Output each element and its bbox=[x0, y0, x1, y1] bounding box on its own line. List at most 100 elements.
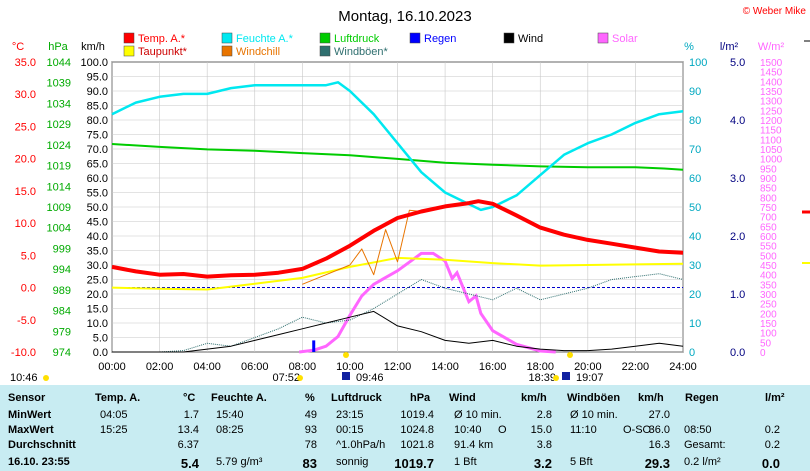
x-axis-tick: 02:00 bbox=[146, 361, 174, 373]
table-cell-rain-t: Gesamt: bbox=[684, 439, 726, 451]
table-header-gust: Windböen bbox=[567, 392, 621, 404]
table-cell-rain-v: 0.0 bbox=[761, 456, 780, 471]
weather-chart: Montag, 16.10.2023 © Weber Mike 35.0 30.0… bbox=[10, 6, 810, 384]
table-cell-temp-t: 15:25 bbox=[100, 424, 128, 436]
solar-axis-tick: 100 bbox=[760, 329, 777, 340]
table-cell-label: Durchschnitt bbox=[8, 439, 76, 451]
solar-axis-tick: 1250 bbox=[760, 106, 783, 117]
temp-axis-tick: 15.0 bbox=[15, 186, 36, 198]
pressure-axis-tick: 999 bbox=[53, 243, 71, 255]
table-cell-wind-t: 10:40 bbox=[454, 424, 482, 436]
table-cell-label: MinWert bbox=[8, 409, 52, 421]
table-header-rain-unit: l/m² bbox=[765, 392, 785, 404]
wind-axis-tick: 55.0 bbox=[87, 188, 108, 200]
pressure-axis-tick: 1034 bbox=[47, 98, 71, 110]
table-cell-temp-v: 1.7 bbox=[183, 409, 199, 421]
solar-axis-tick: 1300 bbox=[760, 97, 783, 108]
legend-label: Solar bbox=[612, 33, 638, 45]
legend-swatch bbox=[319, 32, 331, 44]
solar-axis-tick: 850 bbox=[760, 184, 777, 195]
table-cell-gust-v: 29.3 bbox=[644, 456, 670, 471]
wind-axis-tick: 25.0 bbox=[87, 275, 108, 287]
humidity-axis-tick: 20 bbox=[689, 289, 701, 301]
table-cell-wind-t: Ø 10 min. bbox=[454, 409, 502, 421]
solar-axis-tick: 500 bbox=[760, 251, 777, 262]
table-cell-gust-t: Ø 10 min. bbox=[570, 409, 618, 421]
solar-axis-tick: 1400 bbox=[760, 77, 783, 88]
legend-swatch bbox=[123, 32, 135, 44]
humidity-axis-tick: 50 bbox=[689, 202, 701, 214]
table-cell-pres-t: ^1.0hPa/h bbox=[336, 439, 386, 451]
noon-marker-icon bbox=[343, 352, 349, 358]
legend-label: Regen bbox=[424, 33, 456, 45]
wind-axis-tick: 40.0 bbox=[87, 231, 108, 243]
x-axis-tick: 20:00 bbox=[574, 361, 602, 373]
solar-axis-tick: 300 bbox=[760, 290, 777, 301]
chart-grid bbox=[111, 61, 684, 353]
pressure-axis-tick: 1029 bbox=[47, 119, 71, 131]
series-line-wind bbox=[112, 310, 684, 353]
x-axis-tick: 24:00 bbox=[669, 361, 697, 373]
pressure-axis-tick: 1019 bbox=[47, 161, 71, 173]
solar-axis-tick: 1200 bbox=[760, 116, 783, 127]
temp-axis-label: °C bbox=[12, 41, 24, 53]
pressure-axis-tick: 994 bbox=[53, 264, 71, 276]
wind-axis-label: km/h bbox=[81, 41, 105, 53]
table-cell-rain-t: 08:50 bbox=[684, 424, 712, 436]
solar-axis-tick: 800 bbox=[760, 193, 777, 204]
pressure-axis-tick: 1039 bbox=[47, 78, 71, 90]
marker-time-label: 19:07 bbox=[576, 372, 604, 384]
legend-swatch bbox=[597, 32, 609, 44]
table-cell-rain-v: 0.2 bbox=[764, 439, 780, 451]
solar-axis-tick: 600 bbox=[760, 232, 777, 243]
table-cell-wind-v: 3.2 bbox=[533, 456, 552, 471]
table-cell-gust-v: 36.0 bbox=[648, 424, 670, 436]
pressure-axis-tick: 979 bbox=[53, 326, 71, 338]
table-header-temp: Temp. A. bbox=[95, 392, 141, 404]
table-cell-gust-v: 16.3 bbox=[648, 439, 670, 451]
pressure-axis-tick: 1044 bbox=[47, 57, 71, 69]
solar-axis-tick: 1100 bbox=[760, 135, 782, 146]
humidity-axis-tick: 40 bbox=[689, 231, 701, 243]
temp-axis-tick: 0.0 bbox=[21, 283, 36, 295]
table-header-pressure-unit: hPa bbox=[410, 392, 431, 404]
x-axis-tick: 04:00 bbox=[193, 361, 221, 373]
solar-axis-tick: 900 bbox=[760, 174, 777, 185]
table-cell-pres-v: 1021.8 bbox=[400, 439, 434, 451]
table-cell-hum-v: 78 bbox=[304, 439, 317, 451]
series-line-solar bbox=[299, 251, 556, 354]
chart-title: Montag, 16.10.2023 bbox=[338, 8, 471, 25]
table-cell-gust-m: O-SO bbox=[623, 424, 652, 436]
humidity-axis-tick: 100 bbox=[689, 57, 707, 69]
temp-axis-tick: 10.0 bbox=[15, 218, 36, 230]
legend-swatch bbox=[123, 45, 135, 57]
solar-axis-tick: 1000 bbox=[760, 155, 783, 166]
table-header-humidity: Feuchte A. bbox=[211, 392, 267, 404]
legend-label: Feuchte A.* bbox=[236, 33, 294, 45]
legend-swatch bbox=[319, 45, 331, 57]
solar-axis-tick: 750 bbox=[760, 203, 777, 214]
legend-swatch bbox=[503, 32, 515, 44]
solar-axis-tick: 1450 bbox=[760, 68, 783, 79]
legend-label: Windchill bbox=[236, 46, 280, 58]
solar-axis-tick: 450 bbox=[760, 261, 777, 272]
wind-axis-tick: 45.0 bbox=[87, 217, 108, 229]
solar-axis-label: W/m² bbox=[758, 41, 785, 53]
table-cell-hum-v: 49 bbox=[304, 409, 317, 421]
x-axis-tick: 12:00 bbox=[384, 361, 412, 373]
wind-axis-tick: 60.0 bbox=[87, 173, 108, 185]
table-cell-pres-v: 1019.7 bbox=[394, 456, 434, 471]
solar-axis-tick: 1350 bbox=[760, 87, 783, 98]
table-cell-hum-t: 5.79 g/m³ bbox=[216, 456, 263, 468]
moonrise-icon bbox=[342, 372, 350, 380]
pressure-axis-label: hPa bbox=[48, 41, 68, 53]
wind-axis-tick: 65.0 bbox=[87, 159, 108, 171]
table-cell-wind-v: 15.0 bbox=[530, 424, 552, 436]
legend-swatch bbox=[409, 32, 421, 44]
table-header-sensor: Sensor bbox=[8, 392, 46, 404]
solar-axis-tick: 650 bbox=[760, 222, 777, 233]
table-cell-temp-v: 5.4 bbox=[180, 456, 199, 471]
rain-axis-tick: 3.0 bbox=[730, 173, 745, 185]
time-markers: 10:46 07:52 09:46 18:39 19:07 bbox=[10, 352, 604, 384]
rain-axis-tick: 4.0 bbox=[730, 115, 745, 127]
